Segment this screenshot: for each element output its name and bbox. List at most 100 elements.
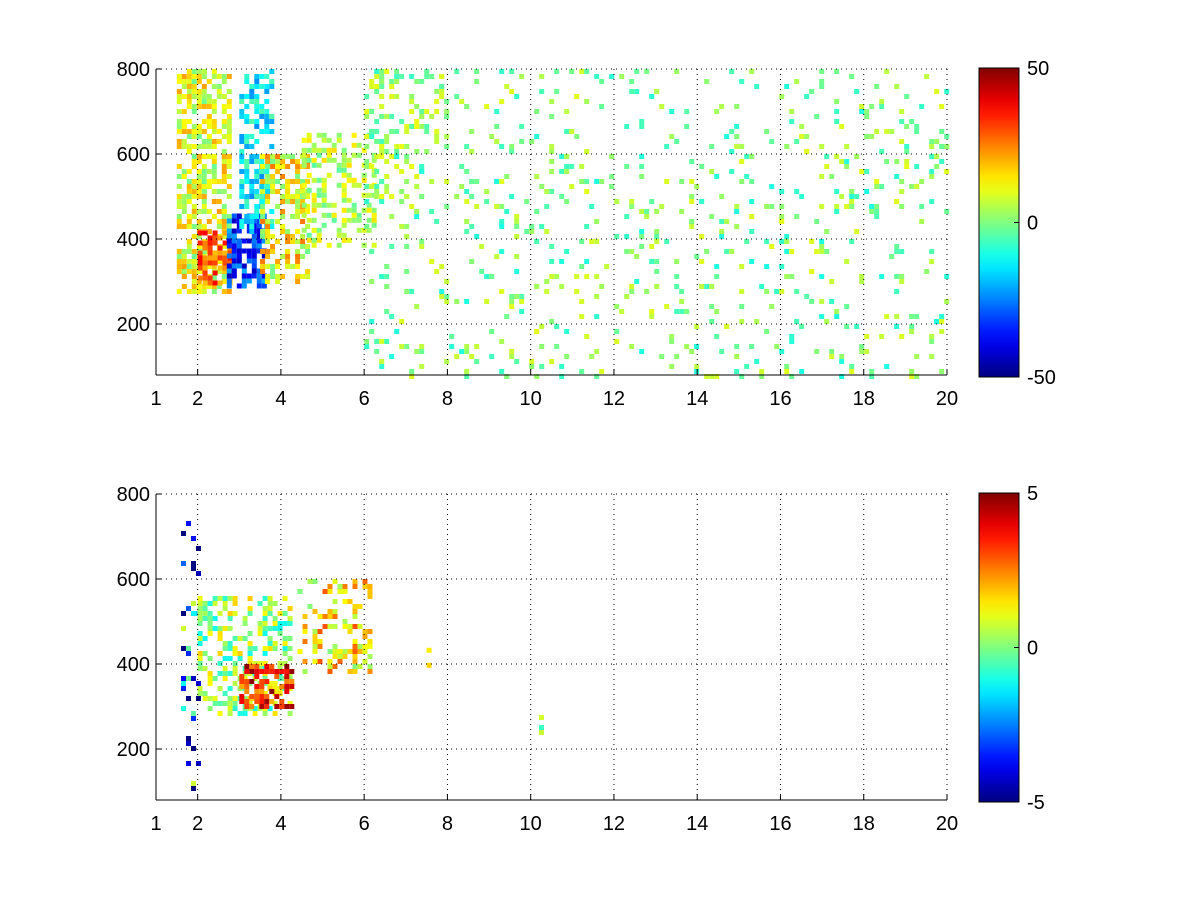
heatmap-cell	[211, 104, 217, 109]
heatmap-cell	[764, 129, 770, 134]
heatmap-cell	[594, 314, 600, 319]
heatmap-cell	[267, 606, 273, 611]
heatmap-cell	[242, 636, 248, 641]
heatmap-cell	[301, 147, 307, 153]
heatmap-cell	[352, 659, 358, 664]
heatmap-cell	[196, 269, 202, 274]
heatmap-cell	[729, 149, 735, 154]
heatmap-cell	[684, 124, 690, 129]
heatmap-cell	[259, 104, 265, 109]
heatmap-cell	[584, 334, 590, 339]
heatmap-cell	[270, 189, 276, 194]
x-tick-label: 4	[275, 813, 286, 835]
heatmap-cell	[361, 172, 367, 178]
heatmap-cell	[239, 189, 245, 194]
heatmap-cell	[944, 209, 950, 214]
heatmap-cell	[669, 134, 675, 139]
heatmap-cell	[259, 194, 265, 199]
heatmap-cell	[254, 109, 260, 114]
heatmap-cell	[361, 177, 367, 183]
heatmap-cell	[589, 204, 595, 209]
heatmap-cell	[197, 260, 203, 266]
heatmap-cell	[574, 134, 580, 139]
heatmap-cell	[464, 144, 470, 149]
heatmap-cell	[336, 227, 342, 233]
heatmap-cell	[287, 621, 293, 626]
heatmap-cell	[191, 254, 197, 259]
heatmap-cell	[251, 273, 257, 279]
colorbar-tick-label: 50	[1027, 58, 1049, 80]
heatmap-cell	[374, 339, 380, 344]
heatmap-cell	[924, 269, 930, 274]
heatmap-cell	[259, 199, 265, 204]
heatmap-cell	[404, 159, 410, 164]
heatmap-cell	[285, 199, 291, 204]
heatmap-cell	[222, 601, 228, 606]
heatmap-cell	[341, 222, 347, 228]
heatmap-cell	[809, 89, 815, 94]
x-tick-label: 6	[359, 813, 370, 835]
x-tick-label: 1	[150, 813, 161, 835]
x-tick-label: 16	[769, 388, 791, 410]
heatmap-cell	[206, 229, 212, 234]
heatmap-cell	[290, 234, 296, 239]
heatmap-cell	[944, 274, 950, 279]
heatmap-cell	[584, 259, 590, 264]
heatmap-cell	[226, 134, 232, 139]
heatmap-cell	[544, 289, 550, 294]
heatmap-cell	[244, 214, 250, 219]
heatmap-cell	[321, 202, 327, 208]
heatmap-cell	[221, 169, 227, 174]
heatmap-cell	[464, 189, 470, 194]
heatmap-cell	[357, 664, 363, 669]
heatmap-cell	[539, 224, 545, 229]
heatmap-cell	[259, 84, 265, 89]
heatmap-cell	[321, 137, 327, 143]
heatmap-cell	[689, 224, 695, 229]
heatmap-cell	[311, 217, 317, 223]
heatmap-cell	[227, 711, 233, 716]
heatmap-cell	[239, 194, 245, 199]
heatmap-cell	[367, 639, 373, 644]
heatmap-cell	[519, 299, 525, 304]
heatmap-cell	[254, 119, 260, 124]
heatmap-cell	[379, 94, 385, 99]
heatmap-cell	[342, 589, 348, 594]
heatmap-cell	[317, 659, 323, 664]
heatmap-cell	[280, 274, 286, 279]
heatmap-cell	[639, 229, 645, 234]
heatmap-cell	[352, 639, 358, 644]
heatmap-cell	[734, 344, 740, 349]
heatmap-cell	[564, 109, 570, 114]
heatmap-cell	[749, 154, 755, 159]
heatmap-cell	[290, 194, 296, 199]
heatmap-cell	[242, 621, 248, 626]
heatmap-cell	[176, 259, 182, 264]
heatmap-cell	[341, 207, 347, 213]
heatmap-cell	[719, 234, 725, 239]
heatmap-cell	[849, 239, 855, 244]
heatmap-cell	[939, 129, 945, 134]
heatmap-cell	[191, 601, 196, 606]
heatmap-cell	[176, 194, 182, 199]
heatmap-cell	[275, 219, 281, 224]
heatmap-cell	[614, 234, 620, 239]
heatmap-cell	[454, 299, 460, 304]
heatmap-cell	[295, 169, 301, 174]
heatmap-cell	[864, 114, 870, 119]
heatmap-cell	[256, 243, 262, 249]
heatmap-cell	[729, 129, 735, 134]
x-tick-label: 12	[603, 388, 625, 410]
heatmap-cell	[227, 260, 233, 266]
heatmap-cell	[514, 269, 520, 274]
heatmap-cell	[260, 204, 266, 209]
heatmap-cell	[819, 79, 825, 84]
heatmap-cell	[649, 244, 655, 249]
heatmap-cell	[336, 182, 342, 188]
heatmap-cell	[754, 319, 760, 324]
heatmap-cell	[409, 94, 415, 99]
heatmap-cell	[634, 69, 640, 74]
heatmap-cell	[444, 134, 450, 139]
heatmap-cell	[934, 319, 940, 324]
heatmap-cell	[249, 84, 255, 89]
